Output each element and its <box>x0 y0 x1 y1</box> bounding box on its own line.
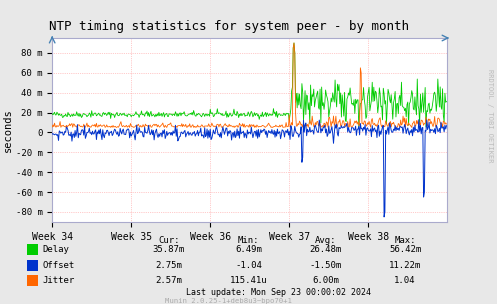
Text: 6.00m: 6.00m <box>312 276 339 285</box>
Text: 2.57m: 2.57m <box>156 276 182 285</box>
Text: 2.75m: 2.75m <box>156 261 182 270</box>
Text: Min:: Min: <box>238 236 259 245</box>
Text: Delay: Delay <box>42 245 69 254</box>
Text: 1.04: 1.04 <box>394 276 416 285</box>
Text: Cur:: Cur: <box>158 236 180 245</box>
Text: Max:: Max: <box>394 236 416 245</box>
Text: Last update: Mon Sep 23 00:00:02 2024: Last update: Mon Sep 23 00:00:02 2024 <box>186 288 371 297</box>
Text: Avg:: Avg: <box>315 236 336 245</box>
Text: -1.50m: -1.50m <box>310 261 341 270</box>
Text: RRDTOOL / TOBI OETIKER: RRDTOOL / TOBI OETIKER <box>487 69 493 162</box>
Text: 35.87m: 35.87m <box>153 245 185 254</box>
Text: NTP timing statistics for system peer - by month: NTP timing statistics for system peer - … <box>49 20 409 33</box>
Text: Munin 2.0.25-1+deb8u3~bpo70+1: Munin 2.0.25-1+deb8u3~bpo70+1 <box>165 298 292 304</box>
Text: 56.42m: 56.42m <box>389 245 421 254</box>
Text: 11.22m: 11.22m <box>389 261 421 270</box>
Text: 115.41u: 115.41u <box>230 276 267 285</box>
Text: Offset: Offset <box>42 261 75 270</box>
Text: 6.49m: 6.49m <box>235 245 262 254</box>
Text: Jitter: Jitter <box>42 276 75 285</box>
Text: -1.04: -1.04 <box>235 261 262 270</box>
Text: 26.48m: 26.48m <box>310 245 341 254</box>
Y-axis label: seconds: seconds <box>3 108 13 152</box>
